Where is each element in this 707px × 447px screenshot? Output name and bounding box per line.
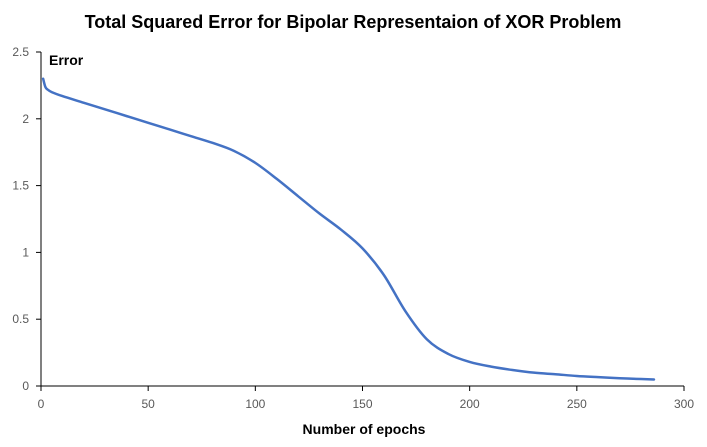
y-tick-label: 2 [22, 112, 29, 126]
x-tick-label: 200 [460, 397, 480, 411]
x-tick-label: 0 [38, 397, 45, 411]
chart-title: Total Squared Error for Bipolar Represen… [85, 12, 622, 32]
x-tick-label: 100 [245, 397, 265, 411]
x-ticks: 0 50 100 150 200 250 300 [38, 386, 694, 411]
y-tick-label: 1.5 [12, 179, 29, 193]
y-tick-label: 0.5 [12, 312, 29, 326]
y-tick-label: 1 [22, 245, 29, 259]
y-tick-label: 2.5 [12, 45, 29, 59]
x-tick-label: 250 [567, 397, 587, 411]
y-ticks: 0 0.5 1 1.5 2 2.5 [12, 45, 41, 393]
x-tick-label: 300 [674, 397, 694, 411]
x-tick-label: 150 [352, 397, 372, 411]
x-tick-label: 50 [141, 397, 155, 411]
x-axis-title: Number of epochs [303, 421, 426, 437]
series-line [41, 77, 656, 381]
y-axis-title: Error [49, 52, 84, 68]
y-tick-label: 0 [22, 379, 29, 393]
